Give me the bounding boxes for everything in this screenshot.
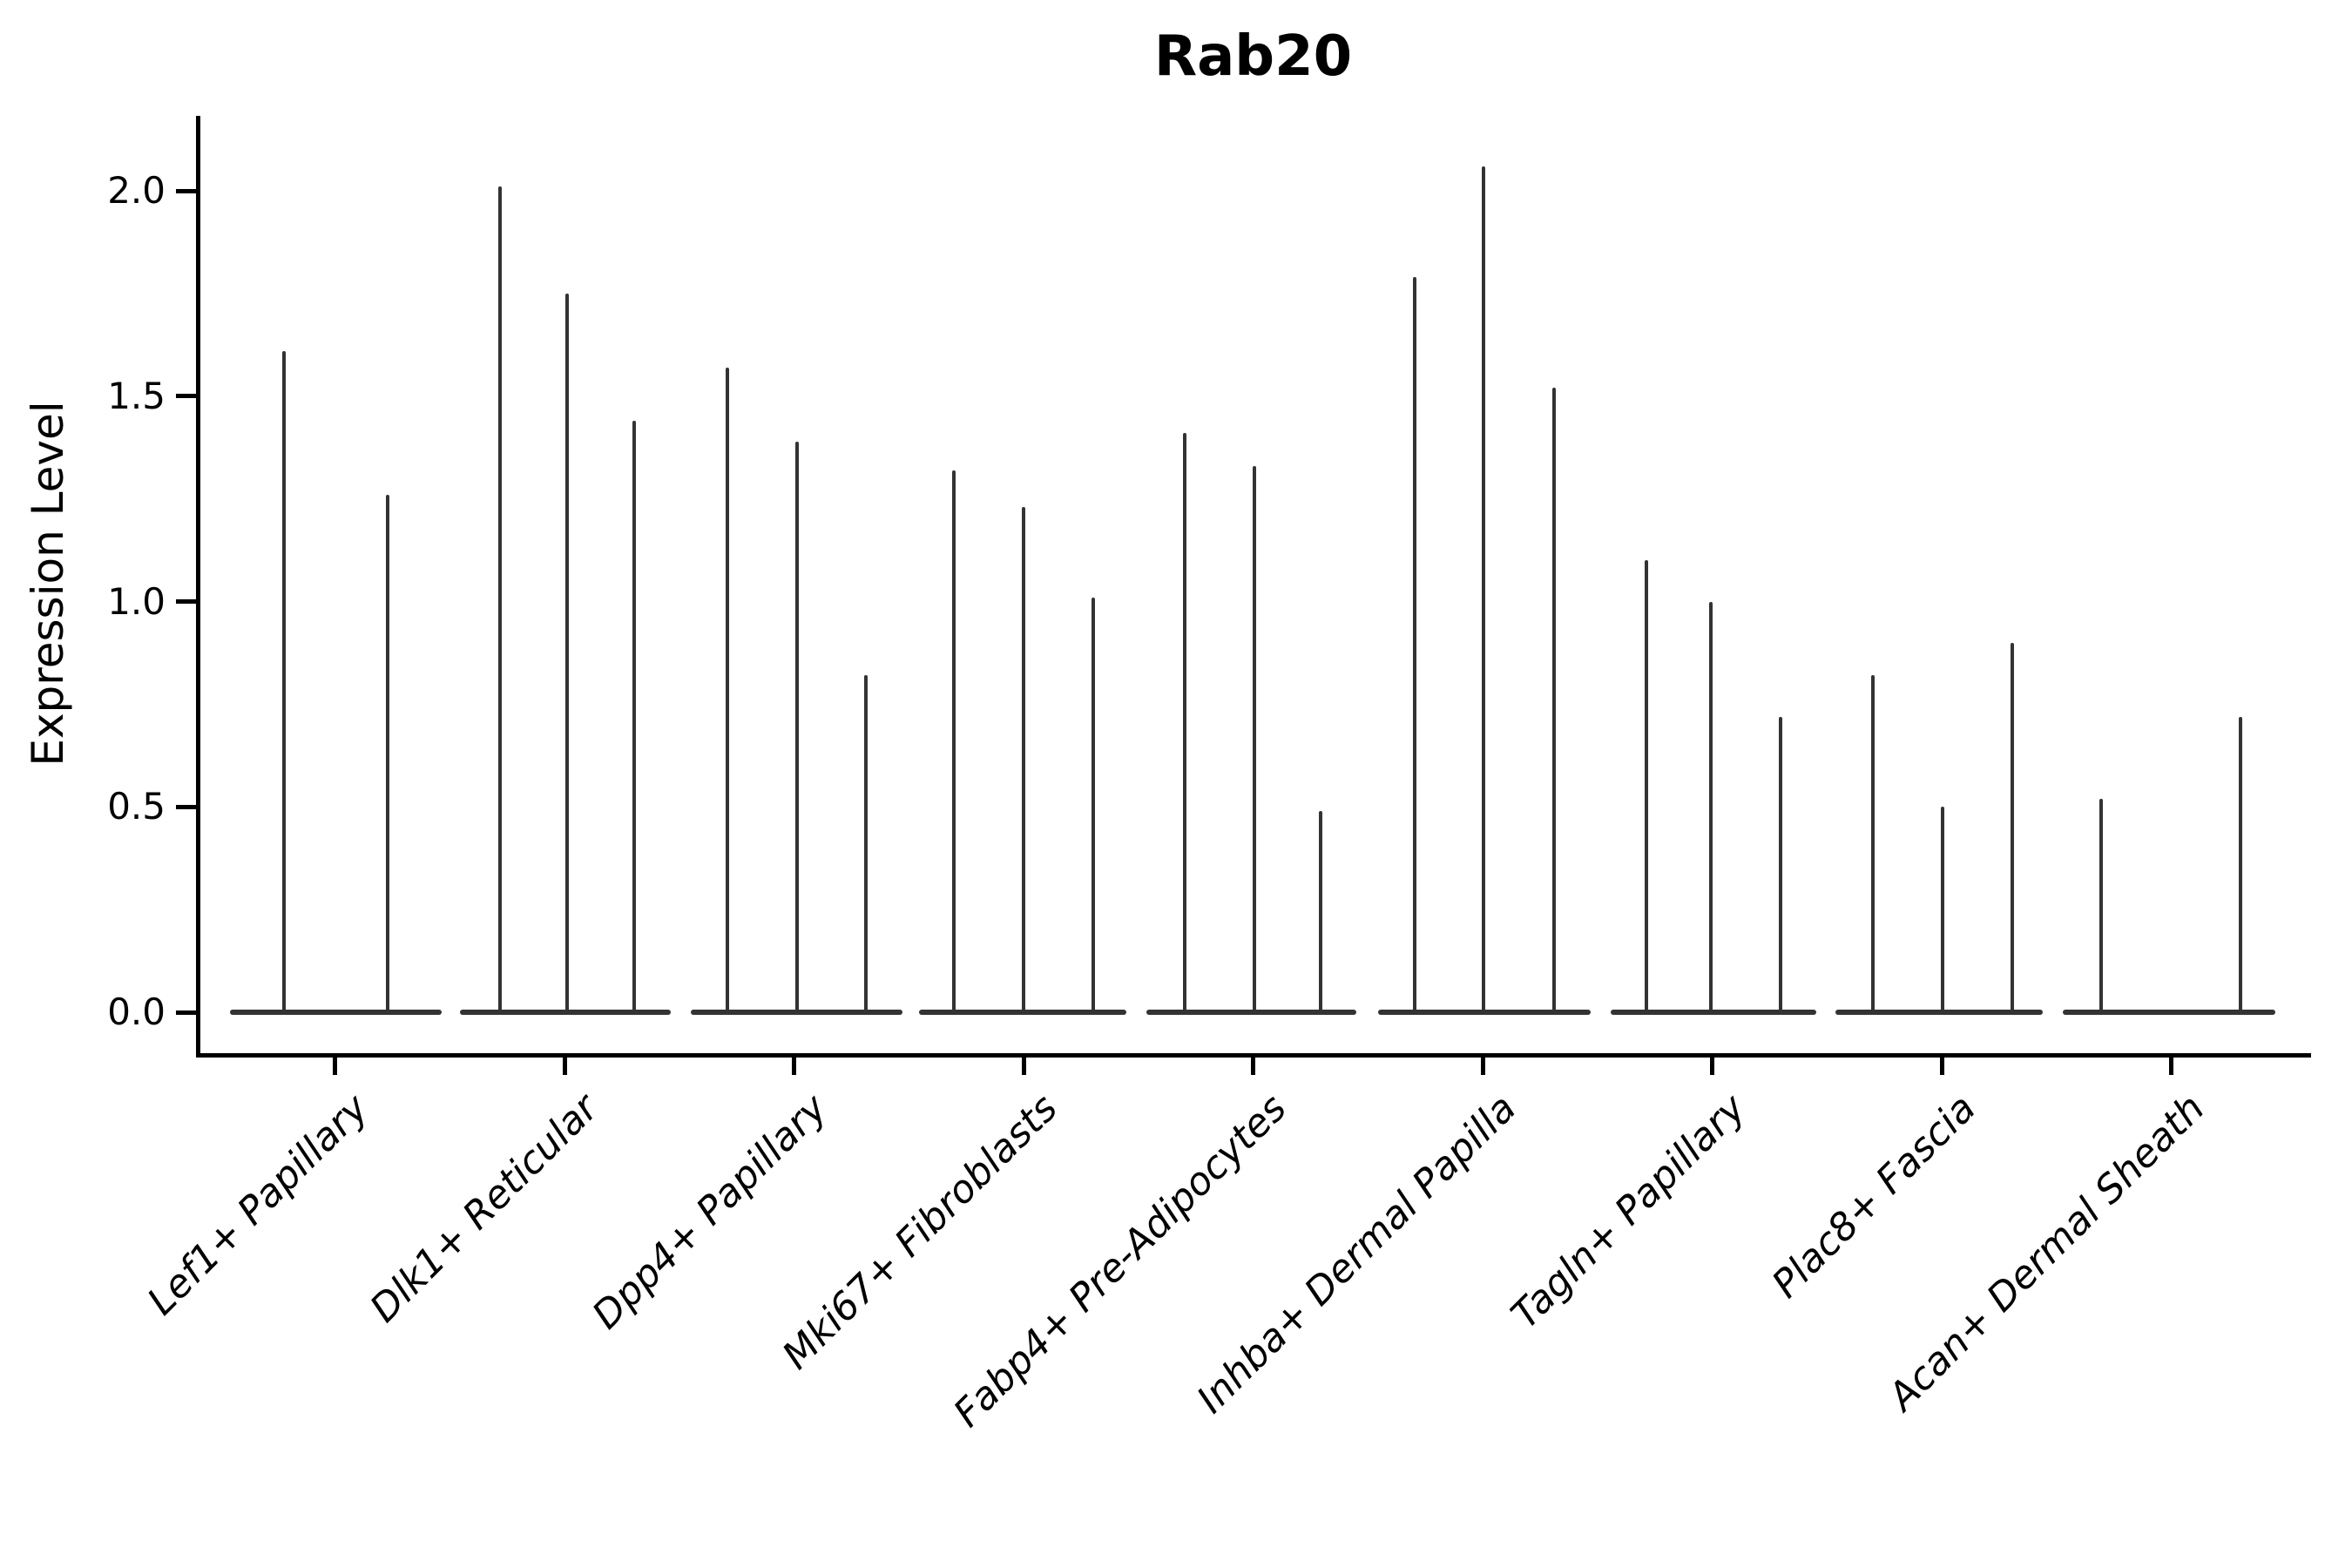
y-tick-label: 0.0 <box>107 990 166 1033</box>
violin-spike <box>2099 798 2103 1012</box>
y-tick-label: 2.0 <box>107 169 166 212</box>
x-tick-mark <box>332 1053 337 1075</box>
x-tick-mark <box>1021 1053 1026 1075</box>
violin-baseline <box>2063 1010 2275 1015</box>
y-tick-mark <box>176 804 198 809</box>
violin-spike <box>386 494 389 1012</box>
chart-title: Rab20 <box>1153 24 1353 89</box>
violin-spike <box>2239 716 2242 1012</box>
violin-spike <box>1413 277 1416 1012</box>
violin-spike <box>726 367 729 1012</box>
x-tick-mark <box>562 1053 567 1075</box>
x-tick-label: Dpp4+ Papillary <box>584 1085 836 1338</box>
violin-spike <box>864 675 868 1012</box>
x-tick-mark <box>791 1053 796 1075</box>
y-axis-spine <box>196 116 200 1058</box>
violin-spike <box>1645 560 1648 1012</box>
y-tick-mark <box>176 1010 198 1015</box>
violin-spike <box>1779 716 1782 1012</box>
violin-baseline <box>691 1010 902 1015</box>
x-tick-mark <box>1709 1053 1714 1075</box>
violin-spike <box>1183 433 1186 1012</box>
violin-baseline <box>1611 1010 1816 1015</box>
violin-spike <box>1871 675 1875 1012</box>
violin-spike <box>1022 507 1025 1012</box>
violin-spike <box>632 421 636 1012</box>
x-tick-mark <box>1480 1053 1485 1075</box>
y-tick-mark <box>176 394 198 399</box>
violin-baseline <box>230 1010 442 1015</box>
x-tick-label: Tagln+ Papillary <box>1502 1085 1754 1338</box>
y-tick-mark <box>176 599 198 604</box>
x-tick-mark <box>1939 1053 1944 1075</box>
violin-spike <box>565 293 569 1012</box>
violin-spike <box>1092 597 1095 1012</box>
x-tick-mark <box>2168 1053 2173 1075</box>
violin-baseline <box>460 1010 671 1015</box>
violin-spike <box>952 470 956 1012</box>
violin-spike <box>1319 810 1322 1012</box>
x-tick-label: Lef1+ Papillary <box>139 1085 377 1324</box>
violin-spike <box>498 186 502 1012</box>
violin-baseline <box>1146 1010 1356 1015</box>
violin-spike <box>1482 166 1485 1012</box>
violin-spike <box>1552 388 1556 1012</box>
y-tick-label: 1.0 <box>107 579 166 623</box>
violin-baseline <box>919 1010 1126 1015</box>
y-tick-label: 1.5 <box>107 374 166 417</box>
violin-spike <box>2011 642 2014 1012</box>
y-tick-label: 0.5 <box>107 785 166 828</box>
violin-spike <box>1941 807 1944 1012</box>
x-tick-label: Plac8+ Fascia <box>1763 1085 1984 1307</box>
violin-spike <box>282 350 286 1012</box>
violin-spike <box>795 441 799 1012</box>
violin-baseline <box>1378 1010 1591 1015</box>
violin-spike <box>1709 601 1713 1012</box>
violin-baseline <box>1835 1010 2043 1015</box>
y-tick-mark <box>176 188 198 193</box>
x-tick-label: Dlk1+ Reticular <box>362 1085 607 1331</box>
x-tick-mark <box>1250 1053 1255 1075</box>
violin-spike <box>1253 465 1256 1012</box>
